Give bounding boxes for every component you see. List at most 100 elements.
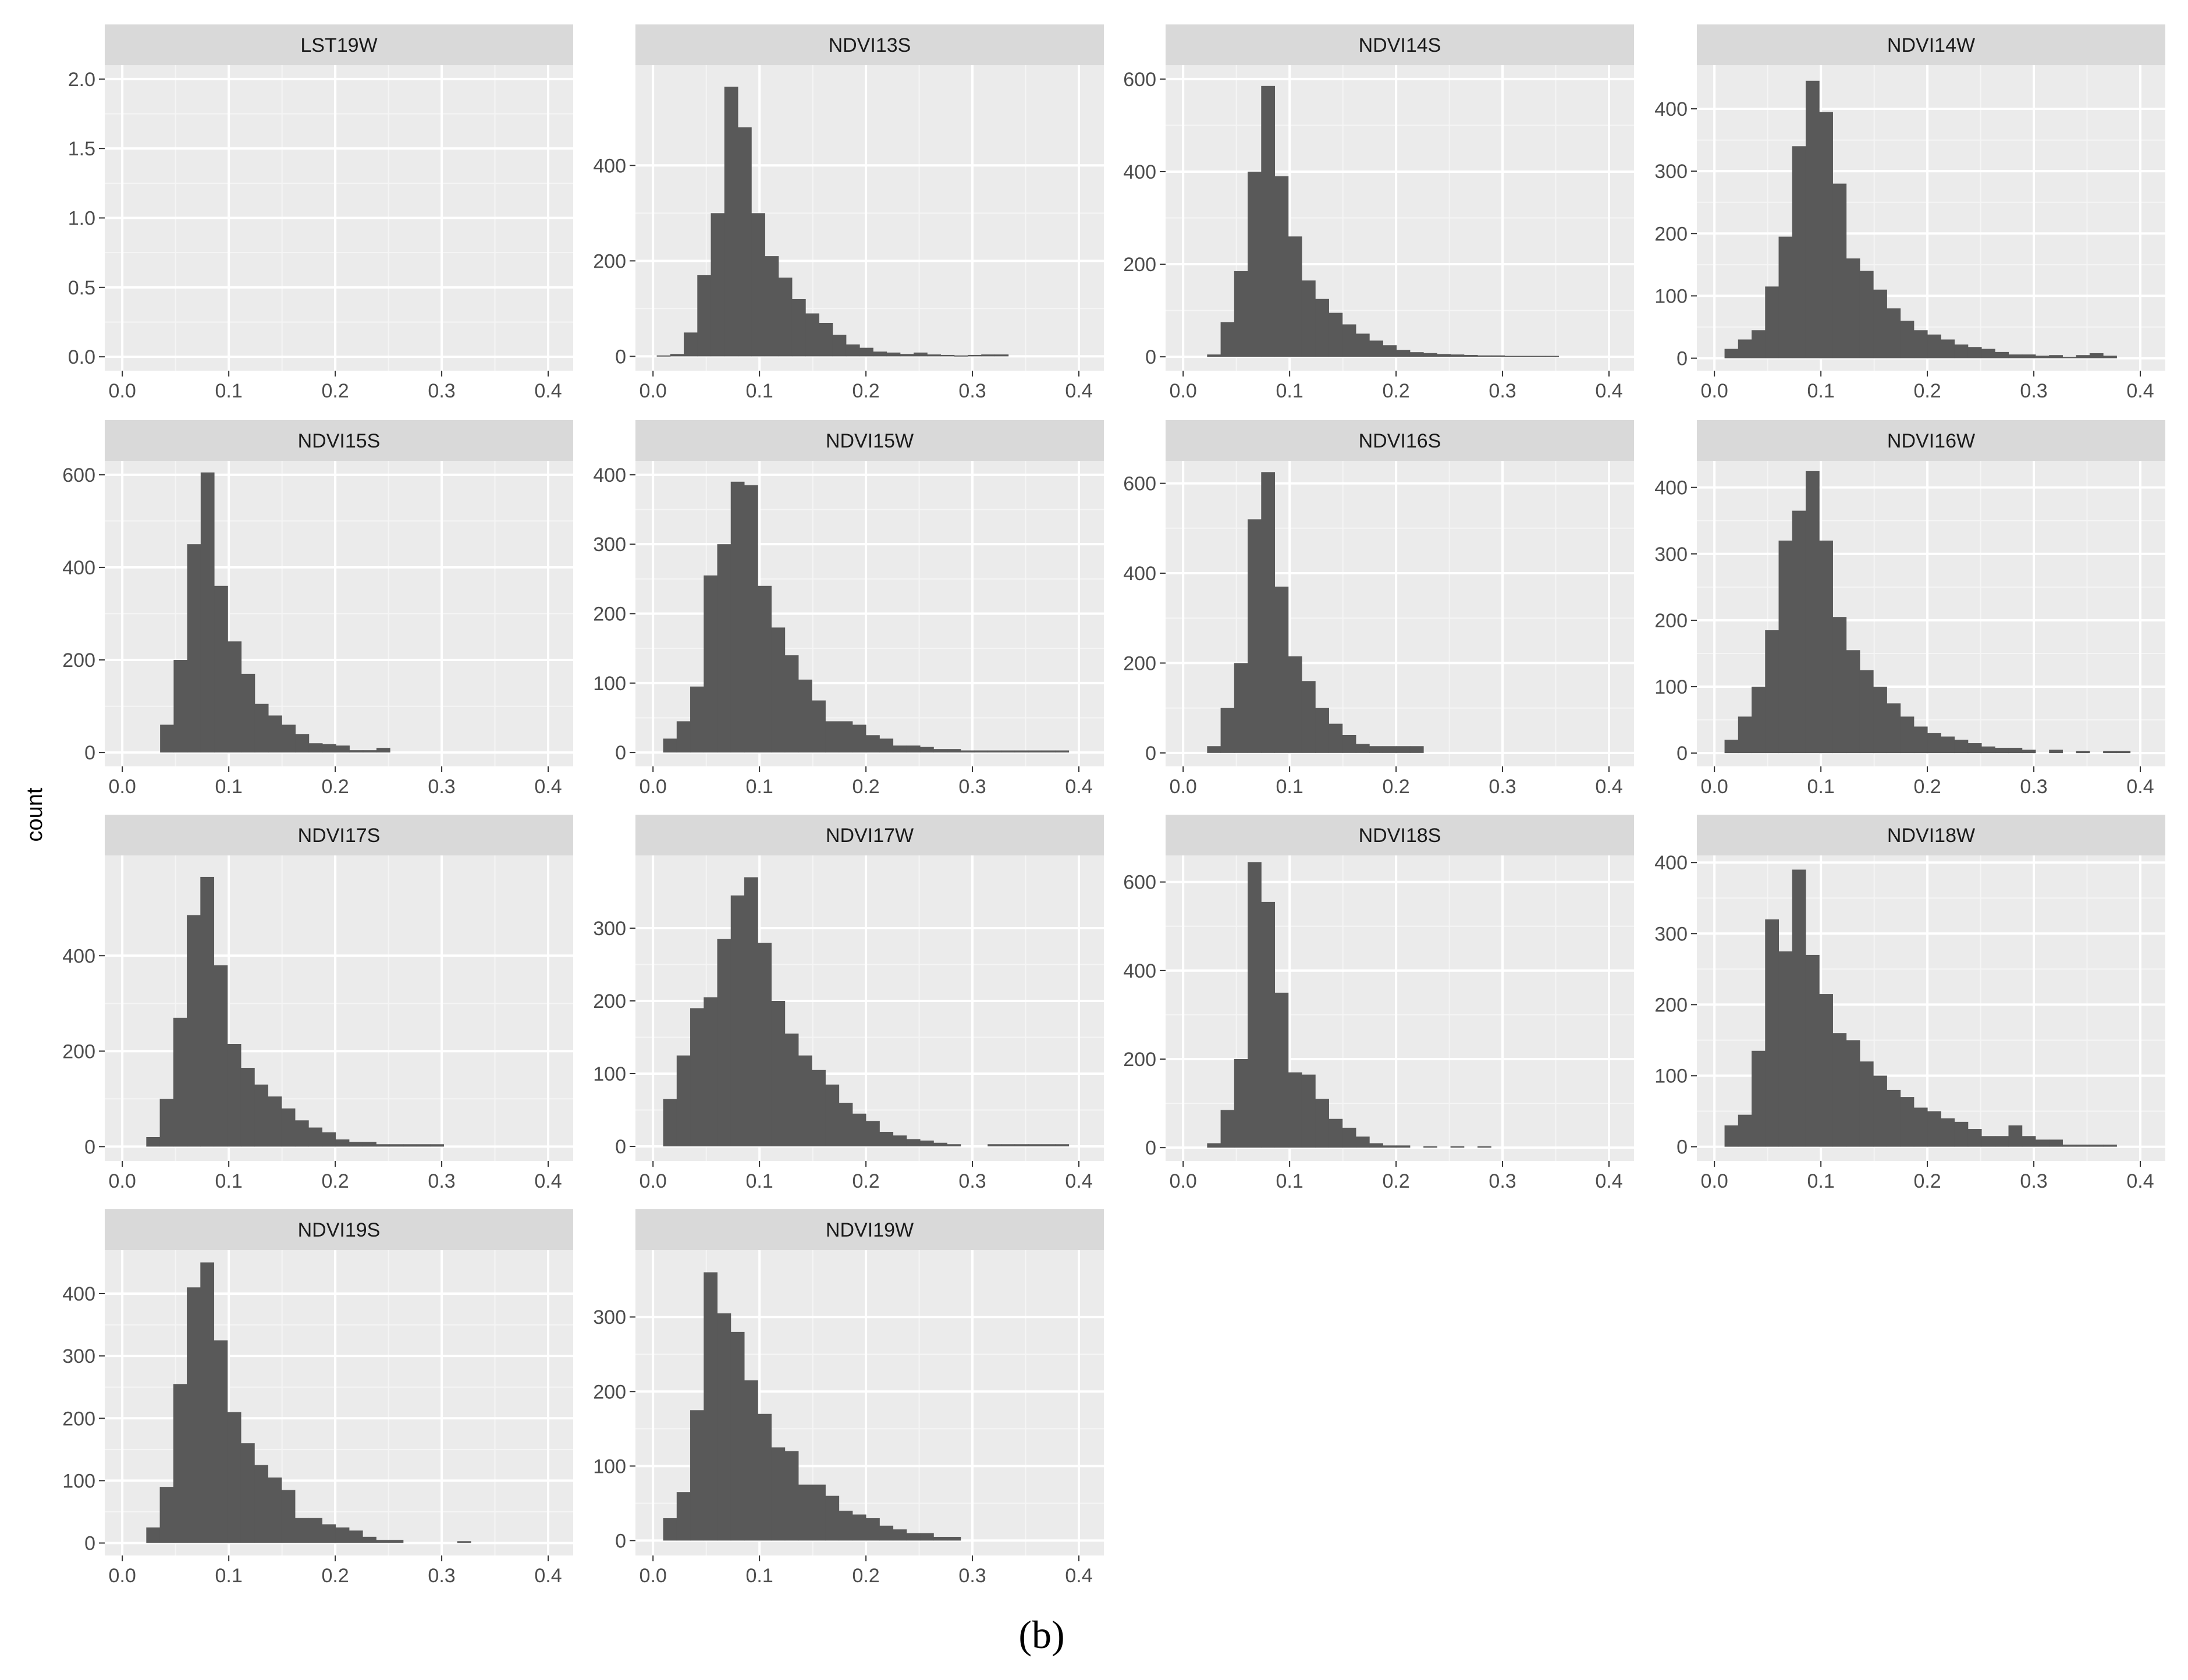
facet-title: NDVI17S	[298, 825, 381, 847]
y-tick-label: 200	[1123, 1049, 1156, 1071]
histogram-bar	[988, 1144, 1001, 1146]
x-tick-label: 0.3	[428, 1565, 455, 1587]
y-tick-label: 1.0	[68, 208, 95, 230]
y-tick-label: 400	[1654, 852, 1688, 874]
x-tick-label: 0.1	[1807, 1170, 1835, 1192]
x-tick-label: 0.3	[1489, 380, 1516, 402]
histogram-bar	[1752, 1050, 1766, 1147]
facet-strip	[635, 24, 1104, 65]
histogram-bar	[268, 1096, 282, 1147]
histogram-bar	[2008, 748, 2023, 754]
histogram-bar	[960, 750, 975, 753]
histogram-bar	[825, 1084, 840, 1146]
histogram-bar	[704, 575, 718, 753]
histogram-bar	[839, 721, 853, 753]
histogram-bar	[1913, 330, 1928, 358]
histogram-bar	[335, 1139, 350, 1147]
histogram-bar	[879, 738, 894, 753]
histogram-bar	[1887, 1089, 1901, 1147]
x-tick-label: 0.4	[2126, 380, 2154, 402]
histogram-bar	[1355, 744, 1370, 753]
histogram-bar	[268, 715, 282, 753]
histogram-bar	[254, 1465, 268, 1543]
histogram-bar	[2049, 750, 2063, 754]
facet-panel: NDVI19S 0.0 0.1 0.2 0.3 0.4 0 100 200 300 400	[62, 1209, 573, 1587]
histogram-bar	[1531, 356, 1546, 357]
facet-strip	[105, 815, 573, 855]
histogram-bar	[758, 943, 772, 1146]
histogram-bar	[812, 1484, 826, 1541]
histogram-bar	[173, 660, 188, 753]
histogram-bar	[240, 1068, 255, 1147]
histogram-bar	[322, 1132, 336, 1147]
histogram-bar	[1792, 146, 1806, 358]
histogram-bar	[771, 1447, 786, 1541]
y-tick-label: 200	[1123, 254, 1156, 276]
y-tick-label: 300	[1654, 923, 1688, 945]
x-tick-label: 0.2	[321, 776, 349, 798]
facet-title: NDVI16W	[1887, 430, 1975, 452]
facet-panel: NDVI16W 0.0 0.1 0.2 0.3 0.4 0 100 200 300 400	[1654, 420, 2165, 798]
x-tick-label: 0.4	[1065, 1170, 1092, 1192]
histogram-bar	[1941, 1118, 1955, 1147]
histogram-bar	[308, 1518, 322, 1543]
x-tick-label: 0.0	[640, 776, 667, 798]
histogram-bar	[2022, 354, 2036, 358]
histogram-bar	[852, 724, 866, 753]
histogram-bar	[187, 915, 201, 1147]
histogram-bar	[1028, 1144, 1042, 1146]
histogram-bar	[663, 738, 677, 753]
histogram-bar	[1504, 356, 1519, 357]
histogram-bar	[1832, 617, 1847, 754]
histogram-bar	[1315, 1099, 1329, 1148]
x-tick-label: 0.0	[640, 1565, 667, 1587]
x-tick-label: 0.1	[1807, 776, 1835, 798]
histogram-bar	[1369, 340, 1383, 357]
histogram-bar	[403, 1144, 417, 1147]
y-tick-label: 600	[1123, 872, 1156, 894]
histogram-bar	[670, 354, 684, 357]
histogram-bar	[784, 655, 799, 753]
histogram-bar	[1954, 1121, 1969, 1147]
histogram-bar	[376, 1144, 390, 1147]
facet-panel: NDVI15W 0.0 0.1 0.2 0.3 0.4 0 100 200 300 400	[593, 420, 1104, 798]
facet-strip	[1697, 815, 2165, 855]
histogram-bar	[376, 1540, 390, 1543]
histogram-bar	[336, 745, 350, 753]
histogram-bar	[1954, 344, 1969, 358]
y-tick-label: 600	[1123, 69, 1156, 91]
histogram-bar	[1261, 86, 1276, 357]
histogram-bar	[1261, 472, 1276, 753]
histogram-bar	[812, 700, 826, 753]
histogram-bar	[1329, 312, 1343, 357]
histogram-bar	[1805, 954, 1820, 1147]
histogram-bar	[1913, 726, 1928, 754]
histogram-bar	[294, 1120, 309, 1147]
histogram-bar	[294, 1518, 309, 1543]
facet-strip	[635, 420, 1104, 461]
histogram-bar	[1752, 687, 1766, 754]
x-tick-label: 0.1	[746, 1170, 773, 1192]
x-tick-label: 0.0	[1701, 380, 1728, 402]
histogram-bar	[254, 1084, 268, 1147]
histogram-bar	[663, 1099, 677, 1146]
histogram-bar	[1042, 1144, 1056, 1146]
histogram-bar	[1832, 183, 1847, 358]
histogram-bar	[1995, 351, 2009, 358]
histogram-bar	[886, 352, 901, 357]
histogram-bar	[839, 1103, 853, 1146]
histogram-bar	[2076, 355, 2090, 358]
histogram-bar	[1765, 286, 1779, 358]
histogram-bar	[268, 1477, 282, 1543]
histogram-bar	[906, 1533, 921, 1541]
facet-panel: NDVI13S 0.0 0.1 0.2 0.3 0.4 0 200 400	[593, 24, 1104, 402]
y-tick-label: 0	[615, 1530, 626, 1552]
histogram-bar	[730, 481, 745, 753]
x-tick-label: 0.2	[852, 1170, 879, 1192]
y-tick-label: 0	[1676, 1136, 1688, 1159]
y-tick-label: 100	[593, 1063, 626, 1085]
y-tick-label: 0	[615, 346, 626, 368]
facet-panel: NDVI15S 0.0 0.1 0.2 0.3 0.4 0 200 400 600	[62, 420, 573, 798]
histogram-bar	[873, 351, 887, 357]
histogram-bar	[805, 313, 819, 357]
